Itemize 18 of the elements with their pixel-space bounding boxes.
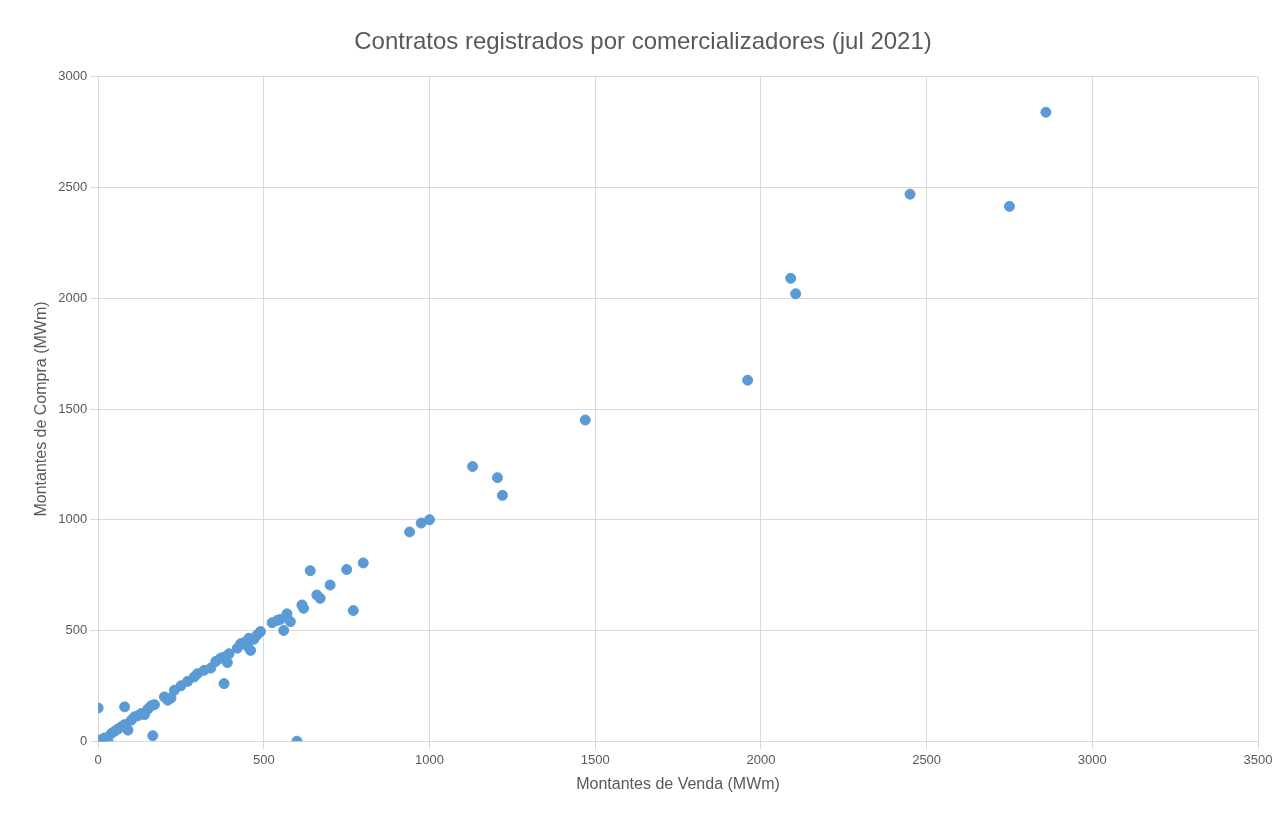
x-tick-label: 1000 xyxy=(415,751,444,767)
x-tick-label: 500 xyxy=(252,751,275,767)
x-tick-label: 0 xyxy=(94,751,102,767)
y-axis-title: Montantes de Compra (MWm) xyxy=(32,301,50,517)
y-tick-label: 2000 xyxy=(58,289,88,305)
x-tick-label: 1500 xyxy=(580,751,610,767)
x-tick-label: 3000 xyxy=(1077,751,1107,767)
x-tick-label: 3500 xyxy=(1243,751,1273,767)
x-tick-label: 2000 xyxy=(746,751,776,767)
y-tick-label: 1500 xyxy=(58,400,88,416)
x-axis-title: Montantes de Venda (MWm) xyxy=(576,774,780,792)
y-tick-label: 0 xyxy=(79,732,88,748)
y-tick-label: 3000 xyxy=(58,68,88,84)
x-tick-label: 2500 xyxy=(912,751,942,767)
chart-title: Contratos registrados por comercializadores (jul 2021) xyxy=(354,27,932,55)
y-tick-label: 1000 xyxy=(58,511,88,527)
y-tick-label: 2500 xyxy=(58,179,88,195)
y-tick-label: 500 xyxy=(65,622,88,638)
